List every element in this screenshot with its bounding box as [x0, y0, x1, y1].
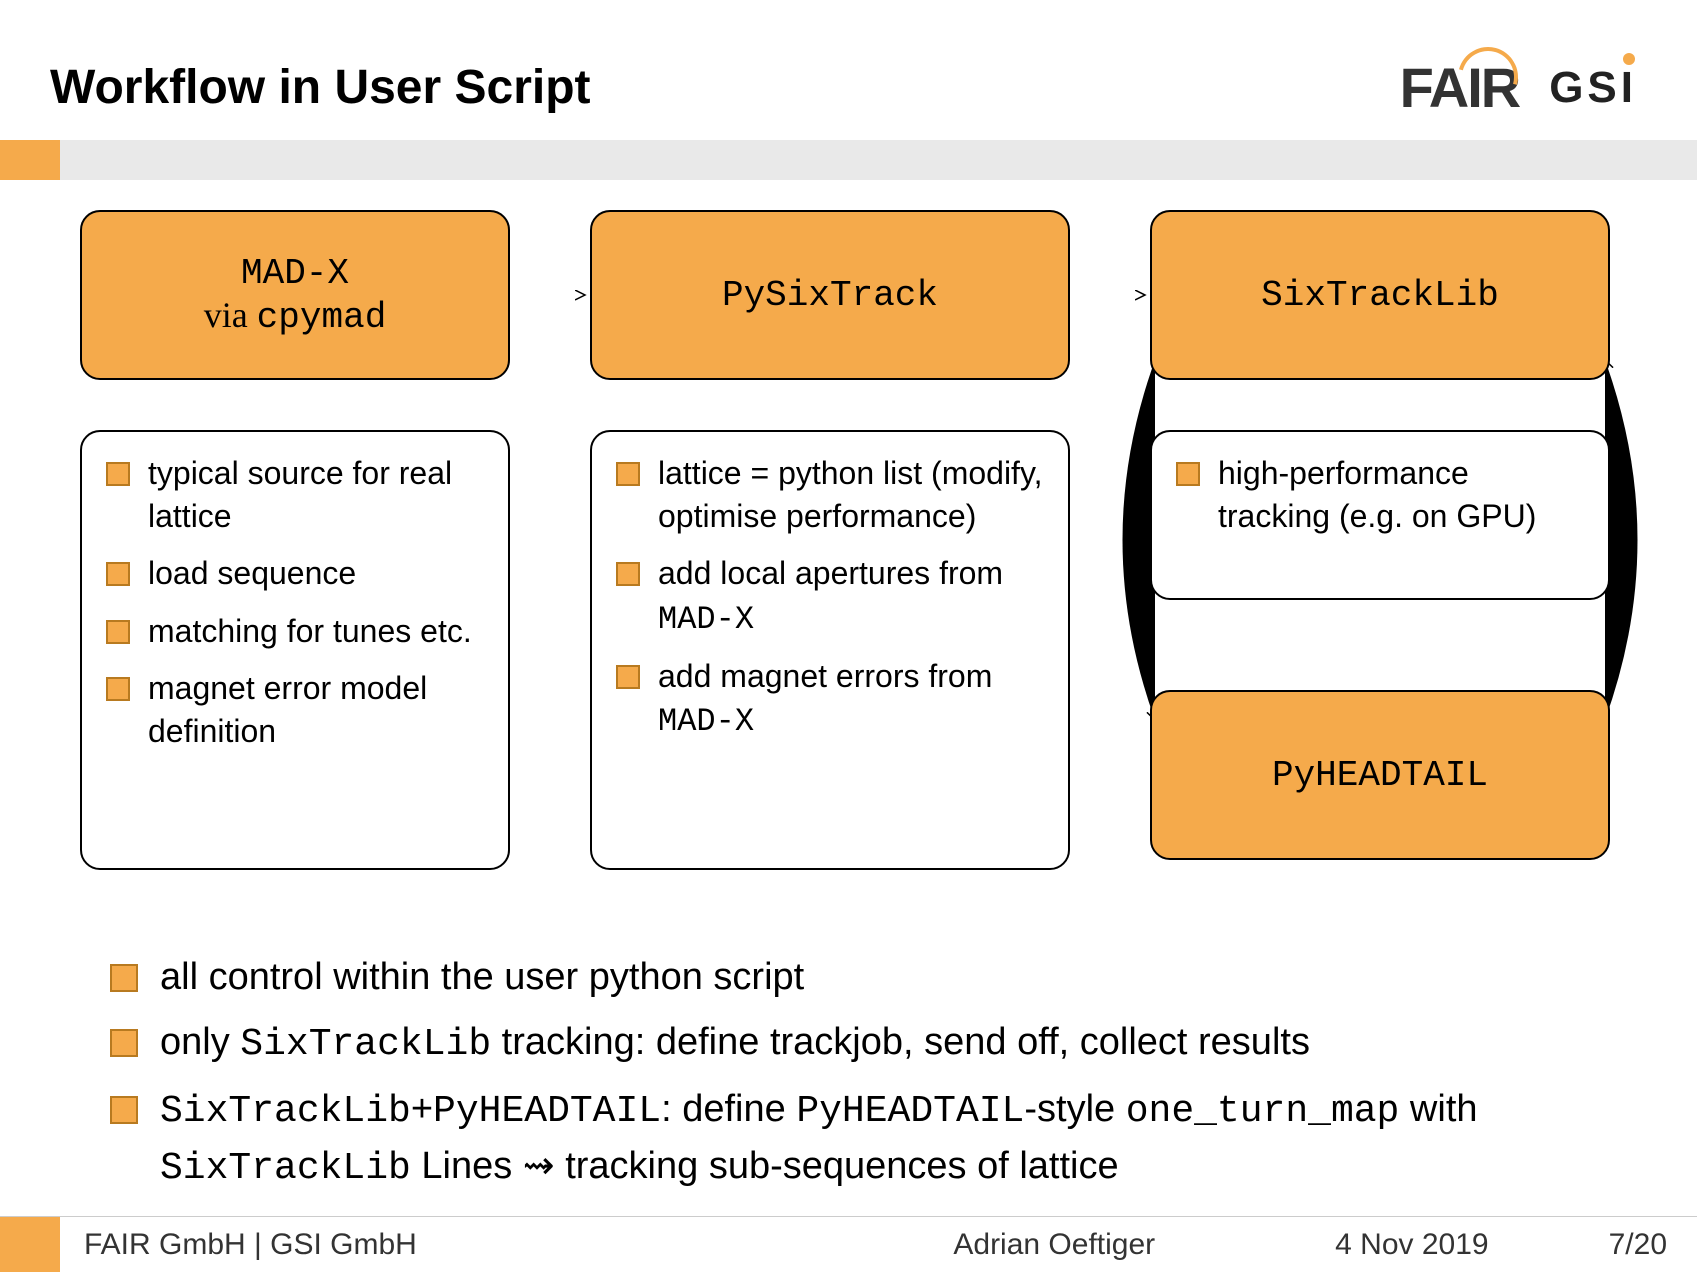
desc-box-madx: typical source for real lattice load sequ… — [80, 430, 510, 870]
desc-box-sixtracklib: high-performance tracking (e.g. on GPU) — [1150, 430, 1610, 600]
node-sublabel: via cpymad — [204, 294, 387, 338]
desc-box-pysixtrack: lattice = python list (modify, optimise … — [590, 430, 1070, 870]
desc-item: load sequence — [106, 552, 484, 595]
workflow-diagram: MAD-Xvia cpymad PySixTrack SixTrackLib PyHE… — [60, 200, 1637, 900]
logo-gsi-dot-icon — [1623, 53, 1635, 65]
desc-item: magnet error model definition — [106, 667, 484, 753]
footer-page: 7/20 — [1609, 1228, 1667, 1262]
desc-item: add magnet errors from MAD-X — [616, 655, 1044, 743]
summary-bullets: all control within the user python scrip… — [110, 950, 1617, 1206]
logo-fair: FAIR — [1400, 55, 1520, 120]
node-madx: MAD-Xvia cpymad — [80, 210, 510, 380]
node-sixtracklib: SixTrackLib — [1150, 210, 1610, 380]
node-pysixtrack: PySixTrack — [590, 210, 1070, 380]
summary-item: all control within the user python scrip… — [110, 950, 1617, 1005]
desc-item: add local apertures from MAD-X — [616, 552, 1044, 640]
footer-date: 4 Nov 2019 — [1335, 1228, 1488, 1262]
footer-accent — [0, 1217, 60, 1272]
node-pyheadtail: PyHEADTAIL — [1150, 690, 1610, 860]
logos: FAIR GSI — [1400, 55, 1637, 120]
logo-gsi: GSI — [1549, 63, 1637, 113]
footer-org: FAIR GmbH | GSI GmbH — [84, 1228, 417, 1262]
desc-item: matching for tunes etc. — [106, 610, 484, 653]
node-label: SixTrackLib — [1261, 275, 1499, 316]
summary-item: only SixTrackLib tracking: define trackj… — [110, 1015, 1617, 1072]
footer-author: Adrian Oeftiger — [953, 1228, 1155, 1262]
desc-item: high-performance tracking (e.g. on GPU) — [1176, 452, 1584, 538]
summary-item: SixTrackLib+PyHEADTAIL: define PyHEADTAI… — [110, 1082, 1617, 1196]
desc-item: typical source for real lattice — [106, 452, 484, 538]
node-label: PyHEADTAIL — [1272, 755, 1488, 796]
node-label: PySixTrack — [722, 275, 938, 316]
footer: FAIR GmbH | GSI GmbH Adrian Oeftiger 4 N… — [0, 1216, 1697, 1272]
logo-gsi-text: GSI — [1549, 63, 1637, 112]
slide: Workflow in User Script FAIR GSI MAD-Xvi… — [0, 0, 1697, 1272]
node-label: MAD-X — [241, 253, 349, 294]
desc-item: lattice = python list (modify, optimise … — [616, 452, 1044, 538]
